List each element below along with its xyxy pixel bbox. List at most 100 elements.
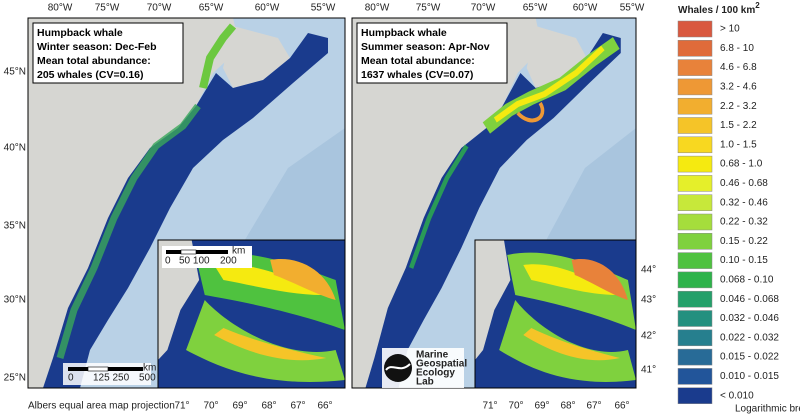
info-box: Humpback whale Summer season: Apr-Nov Mean… (356, 22, 508, 84)
legend-title-text: Whales / 100 km (678, 5, 755, 16)
legend-swatch (677, 310, 713, 327)
density-band (516, 101, 545, 123)
inset-lon-label: 71° (174, 401, 189, 412)
lon-label: 65°W (199, 3, 224, 14)
map-frame (27, 17, 346, 389)
info-line: Summer season: Apr-Nov (361, 41, 490, 53)
legend-label: > 10 (720, 24, 740, 35)
inset-lon-label: 71° (482, 401, 497, 412)
legend-swatch (677, 175, 713, 192)
legend-swatch (677, 213, 713, 231)
scale-bar-seg (180, 249, 197, 255)
land (352, 18, 542, 388)
inset-map (474, 239, 637, 389)
inset-lat-label: 42° (641, 331, 656, 342)
legend-swatch (677, 290, 713, 308)
logo-text: Ecology (416, 368, 455, 379)
legend-label: 0.032 - 0.046 (720, 313, 779, 324)
legend-label: 6.8 - 10 (720, 43, 754, 54)
projection-note: Albers equal area map projection (28, 401, 175, 412)
map-panel: Humpback whale Winter season: Dec-Feb Mean… (27, 17, 346, 389)
info-line: 1637 whales (CV=0.07) (361, 69, 473, 81)
inset-hot (523, 264, 617, 295)
scale-bar-seg (166, 250, 181, 254)
legend-label: 0.10 - 0.15 (720, 255, 768, 266)
legend-note: Logarithmic breaks (735, 404, 800, 415)
land-nova-scotia (526, 26, 587, 88)
legend-label: 1.0 - 1.5 (720, 139, 757, 150)
scale-bar-seg (68, 367, 88, 371)
lat-label: 25°N (4, 373, 26, 384)
info-line: Mean total abundance: (37, 55, 151, 67)
inset-hot (214, 328, 327, 361)
inset-lon-label: 70° (203, 401, 218, 412)
legend-swatch (677, 271, 713, 289)
lon-label: 75°W (416, 3, 441, 14)
map-panel: Humpback whale Summer season: Apr-Nov Mean… (351, 17, 637, 389)
density-band (493, 45, 605, 123)
legend-swatch (677, 97, 713, 115)
legend-swatch (677, 59, 713, 76)
info-line: Humpback whale (361, 27, 447, 39)
inset-lon-label: 70° (508, 401, 523, 412)
legend-swatch (677, 194, 713, 211)
inset-lon-label: 66° (614, 401, 629, 412)
legend-label: 0.32 - 0.46 (720, 197, 768, 208)
info-box-bg (356, 22, 508, 84)
scale-label: 200 (220, 256, 237, 267)
legend-label: < 0.010 (720, 390, 754, 401)
scale-label: km (232, 246, 245, 257)
land (28, 18, 240, 388)
lat-label: 35°N (4, 221, 26, 232)
land-nova-scotia (223, 26, 290, 88)
legend-swatch (677, 348, 713, 366)
legend-label: 3.2 - 4.6 (720, 82, 757, 93)
legend-label: 0.046 - 0.068 (720, 294, 779, 305)
legend-swatch (677, 40, 713, 57)
legend-swatch (677, 387, 713, 404)
whale-extent (43, 33, 328, 388)
inset-hot (214, 264, 323, 295)
scale-label: 0 (68, 373, 74, 384)
inset-lon-label: 67° (290, 401, 305, 412)
scale-label: 0 (165, 256, 171, 267)
density-band (199, 23, 237, 89)
lat-label: 45°N (4, 67, 26, 78)
density-band (409, 144, 469, 269)
legend-label: 1.5 - 2.2 (720, 120, 757, 131)
scale-label: km (143, 363, 156, 374)
scale-label: 500 (139, 373, 156, 384)
logo-text: Geospatial (416, 359, 467, 370)
inset-lat-label: 44° (641, 265, 656, 276)
legend-label: 0.068 - 0.10 (720, 275, 774, 286)
inset-lon-label: 69° (534, 401, 549, 412)
legend-label: 0.010 - 0.015 (720, 371, 779, 382)
legend-title-sup: 2 (755, 1, 760, 10)
inset-hot (523, 328, 620, 361)
lon-label: 55°W (620, 3, 645, 14)
info-line: 205 whales (CV=0.16) (37, 69, 144, 81)
legend-swatch (677, 117, 713, 134)
legend-swatch (677, 252, 713, 269)
inset-lon-label: 69° (232, 401, 247, 412)
whale-extent (365, 33, 621, 388)
map-frame (351, 17, 637, 389)
legend-swatch (677, 233, 713, 250)
inset-lon-label: 66° (317, 401, 332, 412)
scale-label: 125 250 (93, 373, 130, 384)
legend-label: 0.015 - 0.022 (720, 352, 779, 363)
legend-swatch (677, 78, 713, 96)
density-band (56, 103, 201, 359)
lon-label: 80°W (48, 3, 73, 14)
legend-label: 0.68 - 1.0 (720, 159, 763, 170)
lat-label: 30°N (4, 295, 26, 306)
inset-lon-label: 68° (560, 401, 575, 412)
inset-land (475, 240, 511, 360)
inset-lon-label: 67° (586, 401, 601, 412)
inset-hot (571, 259, 628, 300)
